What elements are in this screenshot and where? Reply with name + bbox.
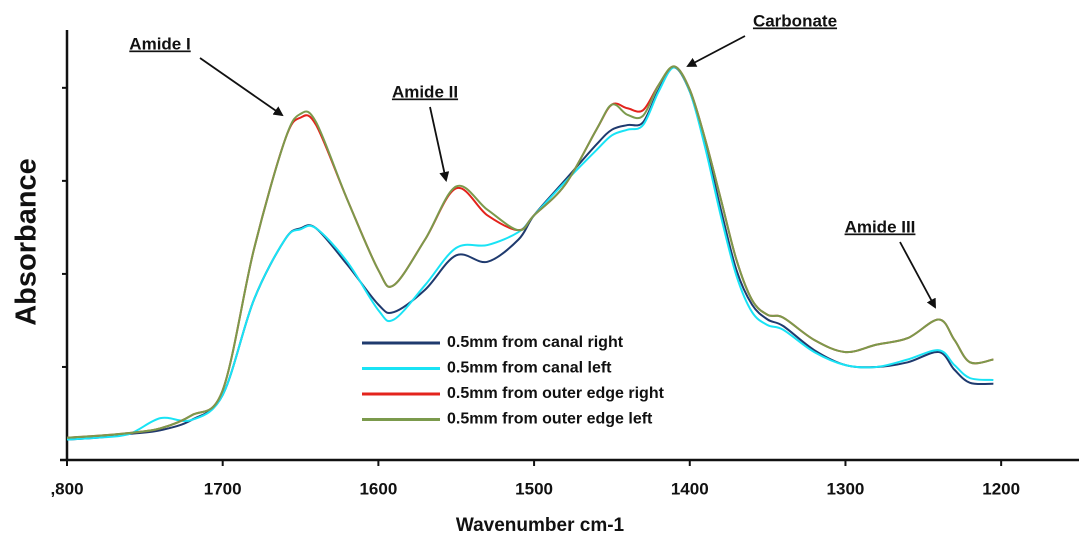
series-line [66,66,994,441]
legend-label: 0.5mm from canal right [447,334,624,351]
series-line [66,65,994,439]
y-axis-label: Absorbance [11,158,43,326]
x-tick-label: 1700 [204,479,242,498]
legend-label: 0.5mm from canal left [447,360,612,377]
legend-label: 0.5mm from outer edge right [447,385,665,402]
annotation: Carbonate [753,11,837,30]
annotation-arrow [899,241,936,309]
x-tick-label: 1400 [671,479,709,498]
annotation-arrow [199,57,284,117]
series-line [66,65,994,439]
legend-label: 0.5mm from outer edge left [447,411,653,428]
annotation-arrow [686,35,746,67]
annotation: Amide I [129,34,190,53]
x-axis-label: Wavenumber cm-1 [456,515,625,536]
x-tick-label: 1300 [827,479,865,498]
x-tick-label: 1500 [515,479,553,498]
x-tick-label: 1600 [359,479,397,498]
x-tick-label: 1200 [982,479,1020,498]
series-line [66,66,994,441]
x-tick-label: ,800 [50,479,83,498]
annotation: Amide II [392,82,458,101]
annotation: Amide III [845,217,916,236]
annotation-arrow [429,106,450,182]
